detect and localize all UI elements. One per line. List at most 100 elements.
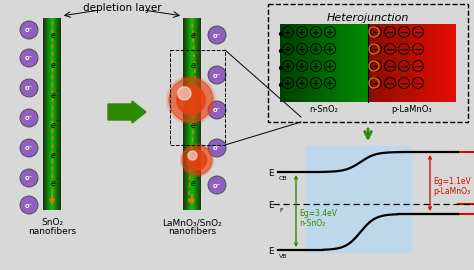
Bar — [402, 24, 403, 102]
Bar — [352, 24, 353, 102]
Text: e: e — [51, 60, 55, 69]
Bar — [369, 24, 370, 102]
Bar — [301, 24, 302, 102]
Bar — [375, 24, 376, 102]
Bar — [332, 24, 333, 102]
Circle shape — [20, 21, 38, 39]
Bar — [381, 24, 382, 102]
Circle shape — [187, 150, 207, 170]
Text: −: − — [414, 45, 422, 55]
Bar — [191, 18, 192, 210]
Bar — [46, 18, 47, 210]
Bar — [383, 24, 384, 102]
Bar — [184, 18, 185, 210]
Bar — [193, 18, 194, 210]
Text: −: − — [372, 45, 380, 55]
Text: +: + — [284, 28, 292, 37]
Text: +: + — [326, 62, 334, 71]
Bar — [360, 24, 361, 102]
Text: +: + — [298, 28, 306, 37]
Bar — [48, 18, 49, 210]
Bar — [449, 24, 450, 102]
Text: Eg=3.4eV: Eg=3.4eV — [299, 208, 337, 218]
Bar — [342, 24, 343, 102]
Bar — [413, 24, 414, 102]
Bar — [305, 24, 306, 102]
Circle shape — [178, 87, 191, 100]
Bar — [345, 24, 346, 102]
Bar — [200, 18, 201, 210]
Bar — [422, 24, 423, 102]
FancyArrow shape — [108, 101, 146, 123]
Bar — [329, 24, 330, 102]
Bar — [367, 24, 368, 102]
Text: e: e — [51, 150, 55, 160]
Bar — [328, 24, 329, 102]
Circle shape — [280, 66, 283, 69]
Bar — [384, 24, 385, 102]
Bar — [59, 18, 60, 210]
Bar — [304, 24, 305, 102]
Bar — [302, 24, 303, 102]
Text: −: − — [386, 62, 394, 72]
Text: p-LaMnO₃: p-LaMnO₃ — [433, 187, 470, 195]
Bar — [43, 18, 44, 210]
Bar — [283, 24, 284, 102]
Bar — [347, 24, 348, 102]
Bar — [287, 24, 288, 102]
Bar — [374, 24, 375, 102]
Bar — [312, 24, 313, 102]
Circle shape — [20, 139, 38, 157]
Bar — [376, 24, 377, 102]
Bar — [58, 18, 59, 210]
Bar — [52, 18, 53, 210]
Text: −: − — [386, 28, 394, 38]
Bar — [183, 18, 184, 210]
Text: CB: CB — [279, 176, 288, 181]
Bar — [337, 24, 338, 102]
Bar — [425, 24, 426, 102]
Circle shape — [182, 145, 212, 175]
Bar — [286, 24, 287, 102]
Bar — [400, 24, 401, 102]
Text: o⁻: o⁻ — [25, 146, 33, 151]
Bar — [444, 24, 445, 102]
Bar — [191, 18, 192, 210]
Bar — [432, 24, 433, 102]
Bar — [45, 18, 46, 210]
Bar — [372, 24, 373, 102]
Bar — [50, 18, 51, 210]
Text: LaMnO₃/SnO₂: LaMnO₃/SnO₂ — [162, 218, 222, 227]
Bar — [339, 24, 340, 102]
Bar — [57, 18, 58, 210]
Text: ⁻: ⁻ — [55, 178, 59, 184]
Bar — [441, 24, 442, 102]
Bar — [194, 18, 195, 210]
Circle shape — [280, 32, 283, 35]
Bar — [359, 24, 360, 102]
Bar — [282, 24, 283, 102]
Bar — [437, 24, 438, 102]
Text: o⁻: o⁻ — [25, 28, 33, 33]
Bar — [418, 24, 419, 102]
Bar — [197, 18, 198, 210]
Text: −: − — [414, 79, 422, 89]
Bar — [380, 24, 381, 102]
Bar — [53, 18, 54, 210]
Bar — [198, 18, 199, 210]
Bar — [189, 18, 190, 210]
Text: −: − — [414, 62, 422, 72]
Bar — [404, 24, 405, 102]
Bar — [192, 18, 193, 210]
Text: +: + — [326, 79, 334, 88]
Text: −: − — [372, 28, 380, 38]
Bar — [391, 24, 392, 102]
Bar — [415, 24, 416, 102]
Text: ⁻: ⁻ — [55, 60, 59, 66]
Bar — [417, 24, 418, 102]
Bar — [198, 18, 199, 210]
Text: o⁻: o⁻ — [213, 107, 221, 113]
Text: +: + — [312, 28, 320, 37]
Text: nanofibers: nanofibers — [28, 227, 76, 236]
Text: e: e — [51, 90, 55, 100]
